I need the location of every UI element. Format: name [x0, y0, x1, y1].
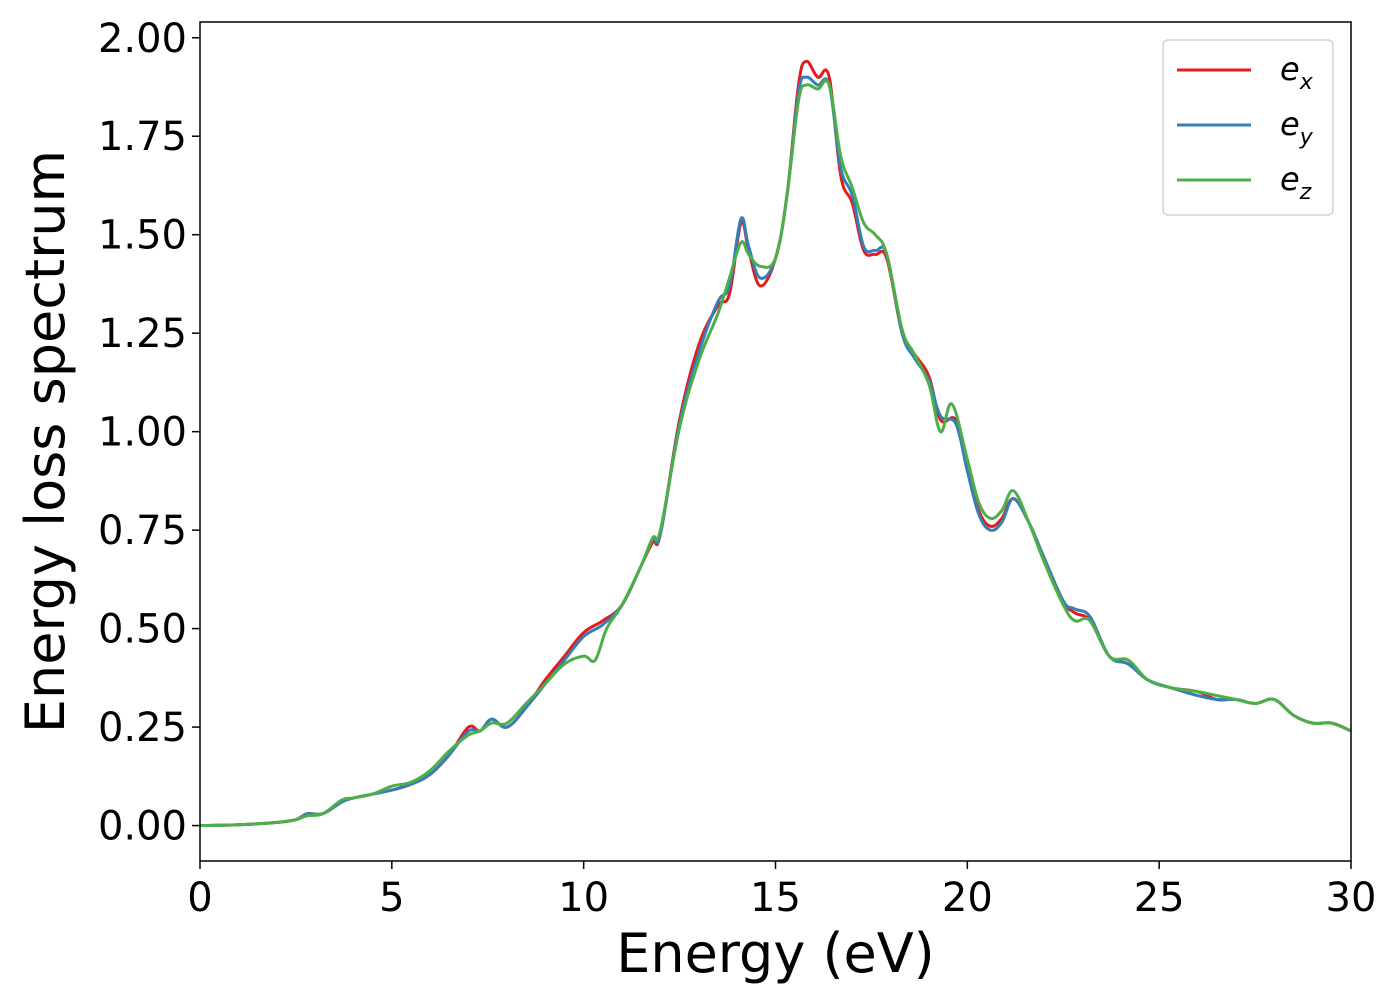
x-tick-label: 20	[942, 875, 993, 921]
x-tick-label: 0	[187, 875, 212, 921]
legend-label-y: ey	[1280, 105, 1314, 150]
y-tick-label: 0.00	[98, 804, 187, 850]
y-tick-label: 0.25	[98, 705, 187, 751]
legend-box	[1162, 39, 1334, 216]
x-tick-label: 30	[1326, 875, 1377, 921]
y-tick-label: 0.50	[98, 607, 187, 653]
legend: ex ey ez	[1162, 39, 1334, 216]
legend-label-x: ex	[1280, 50, 1314, 95]
legend-label-z: ez	[1280, 160, 1312, 205]
x-tick-label: 15	[750, 875, 801, 921]
ticks-layer: 0 5 10 15 20 25 30 0.00 0.25 0.50 0.75 1.00 1.25 1.50…	[98, 16, 1377, 921]
y-tick-label: 2.00	[98, 16, 187, 62]
x-tick-label: 5	[379, 875, 404, 921]
y-tick-label: 1.75	[98, 114, 187, 160]
y-tick-label: 0.75	[98, 508, 187, 554]
y-axis-label: Energy loss spectrum	[14, 150, 77, 733]
x-tick-label: 10	[558, 875, 609, 921]
y-tick-label: 1.50	[98, 213, 187, 259]
y-tick-label: 1.25	[98, 311, 187, 357]
y-tick-label: 1.00	[98, 410, 187, 456]
series-layer	[200, 59, 1351, 828]
x-axis-label: Energy (eV)	[616, 922, 935, 985]
series-line-z	[200, 79, 1351, 828]
x-tick-label: 25	[1134, 875, 1185, 921]
